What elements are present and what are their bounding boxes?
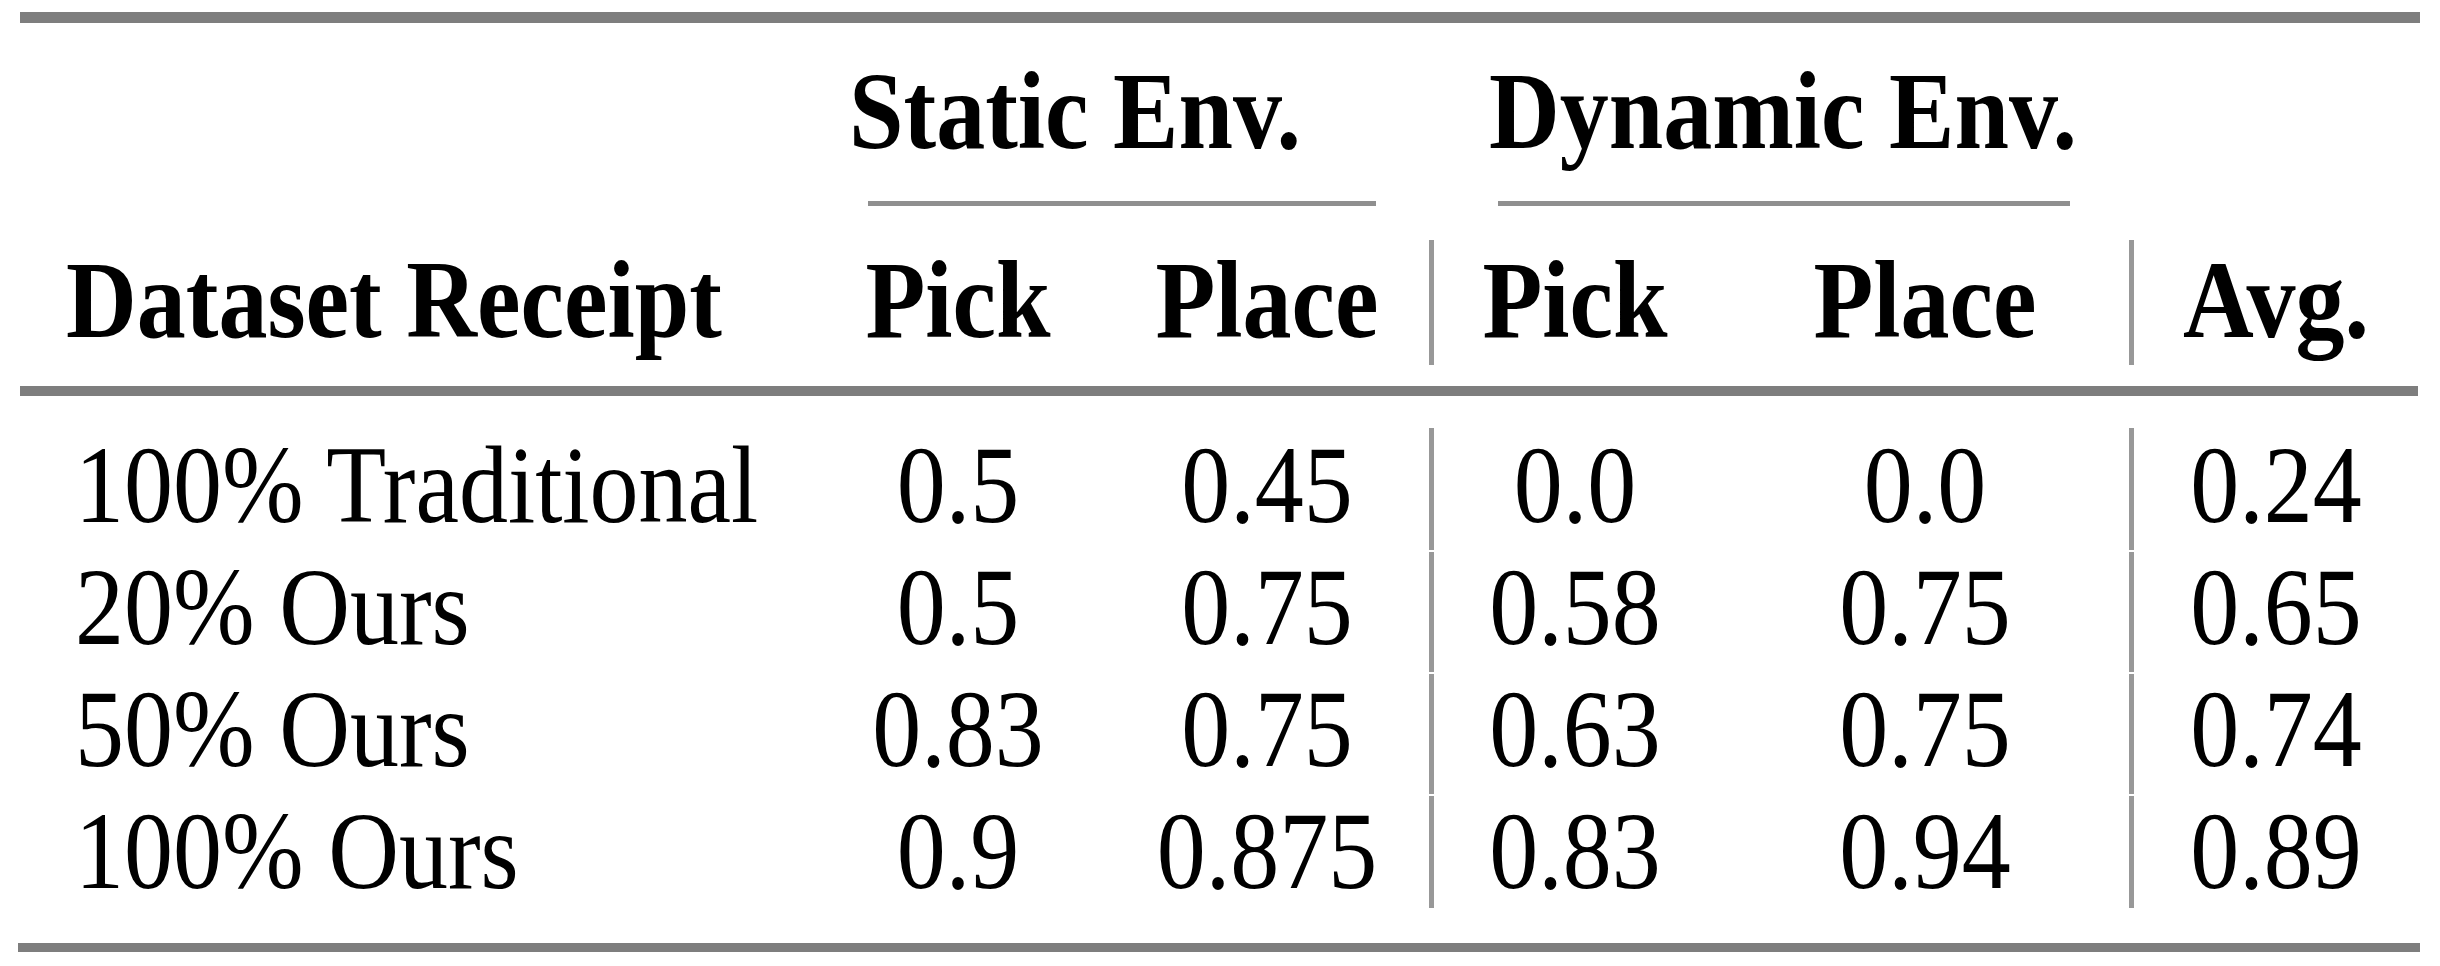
separator-bar-static-dynamic-row3 (1429, 674, 1434, 794)
cell-value: 0.65 (2190, 552, 2362, 662)
cell-value: 0.75 (1839, 674, 2011, 784)
separator-bar-dynamic-avg-header (2129, 240, 2134, 365)
cell-value: 0.83 (872, 674, 1044, 784)
dynamic-env-cmidrule (1498, 201, 2070, 206)
row-label: 100% Traditional (75, 430, 758, 540)
cell-value: 0.83 (1489, 796, 1661, 906)
column-header-dynamic-place: Place (1813, 245, 2036, 355)
column-header-avg: Avg. (2183, 245, 2369, 355)
cell-value: 0.89 (2190, 796, 2362, 906)
column-header-dataset-receipt: Dataset Receipt (66, 245, 722, 355)
group-header-static-env: Static Env. (849, 56, 1301, 166)
separator-bar-static-dynamic-header (1429, 240, 1434, 365)
row-label: 20% Ours (75, 552, 470, 662)
cell-value: 0.5 (897, 552, 1020, 662)
cell-value: 0.5 (897, 430, 1020, 540)
separator-bar-static-dynamic-row4 (1429, 796, 1434, 908)
cell-value: 0.9 (897, 796, 1020, 906)
separator-bar-dynamic-avg-row1 (2129, 428, 2134, 550)
cell-value: 0.94 (1839, 796, 2011, 906)
cell-value: 0.58 (1489, 552, 1661, 662)
cell-value: 0.75 (1181, 552, 1353, 662)
cell-value: 0.0 (1864, 430, 1987, 540)
separator-bar-dynamic-avg-row4 (2129, 796, 2134, 908)
cell-value: 0.63 (1489, 674, 1661, 784)
row-label: 100% Ours (75, 796, 519, 906)
cell-value: 0.75 (1839, 552, 2011, 662)
static-env-cmidrule (868, 201, 1376, 206)
top-rule (20, 12, 2420, 23)
separator-bar-dynamic-avg-row2 (2129, 552, 2134, 672)
separator-bar-static-dynamic-row1 (1429, 428, 1434, 550)
cell-value: 0.0 (1514, 430, 1637, 540)
cell-value: 0.875 (1157, 796, 1378, 906)
column-header-static-place: Place (1155, 245, 1378, 355)
bottom-rule (18, 943, 2420, 952)
separator-bar-dynamic-avg-row3 (2129, 674, 2134, 794)
cell-value: 0.75 (1181, 674, 1353, 784)
row-label: 50% Ours (75, 674, 470, 784)
group-header-dynamic-env: Dynamic Env. (1489, 56, 2077, 166)
separator-bar-static-dynamic-row2 (1429, 552, 1434, 672)
paper-results-table: Static Env. Dynamic Env. Dataset Receipt… (0, 0, 2440, 966)
cell-value: 0.45 (1181, 430, 1353, 540)
cell-value: 0.74 (2190, 674, 2362, 784)
cell-value: 0.24 (2190, 430, 2362, 540)
column-header-dynamic-pick: Pick (1482, 245, 1667, 355)
header-bottom-rule (20, 386, 2418, 396)
column-header-static-pick: Pick (865, 245, 1050, 355)
